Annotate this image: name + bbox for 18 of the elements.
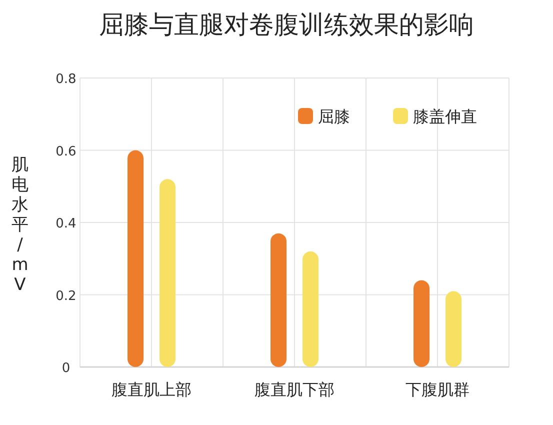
bar	[128, 150, 144, 367]
y-tick-label: 0.4	[56, 216, 76, 232]
bar	[270, 233, 286, 367]
legend-label: 屈膝	[318, 107, 350, 126]
x-tick-label: 下腹肌群	[406, 380, 470, 399]
y-axis-title: 肌电水平/mV	[12, 155, 28, 295]
y-tick-label: 0.8	[56, 72, 76, 87]
y-tick-label: 0	[62, 361, 70, 376]
legend-label: 膝盖伸直	[413, 107, 477, 126]
bar	[414, 280, 430, 367]
y-tick-label: 0.6	[56, 144, 76, 160]
bar	[446, 291, 462, 367]
x-tick-label: 腹直肌下部	[254, 380, 334, 399]
chart-title: 屈膝与直腿对卷腹训练效果的影响	[99, 10, 474, 39]
bar	[160, 179, 176, 367]
y-tick-label: 0.2	[56, 288, 76, 304]
x-tick-label: 腹直肌上部	[112, 380, 192, 399]
bar	[302, 251, 318, 367]
